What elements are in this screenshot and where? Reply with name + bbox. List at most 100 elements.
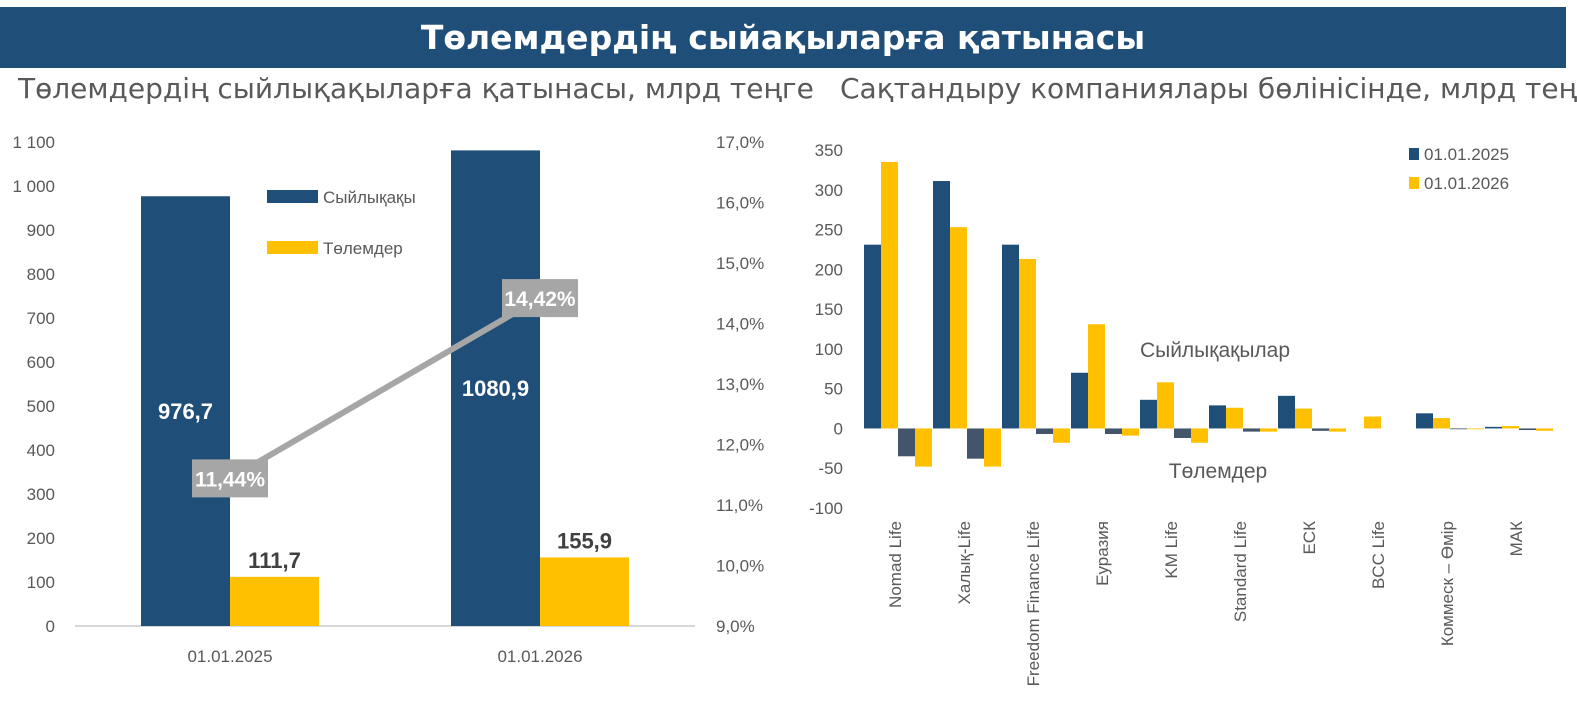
payment-2025-bar bbox=[1174, 428, 1191, 438]
y-tick-label: -50 bbox=[818, 459, 843, 478]
payment-2025-bar bbox=[1519, 428, 1536, 431]
y2-tick-label: 15,0% bbox=[716, 254, 764, 273]
y-tick-label: 400 bbox=[27, 441, 55, 460]
premium-2025-bar bbox=[1071, 372, 1088, 429]
premium-2026-bar bbox=[950, 227, 967, 429]
payment-2026-bar bbox=[1260, 428, 1277, 432]
payment-2025-bar bbox=[1243, 428, 1260, 432]
y2-tick-label: 9,0% bbox=[716, 617, 755, 636]
ratio-line bbox=[228, 295, 542, 481]
ratio-label-box bbox=[502, 279, 578, 318]
y2-tick-label: 10,0% bbox=[716, 557, 764, 576]
x-tick-label: BCC Life bbox=[1369, 521, 1388, 589]
payment-2026-bar bbox=[984, 428, 1001, 467]
legend-label: 01.01.2026 bbox=[1424, 174, 1509, 193]
payment-data-label: 155,9 bbox=[557, 528, 612, 553]
premium-2026-bar bbox=[1157, 382, 1174, 429]
payments-annotation: Төлемдер bbox=[1169, 460, 1268, 483]
x-tick-label: 01.01.2025 bbox=[187, 647, 272, 666]
x-tick-label: МАК bbox=[1507, 521, 1526, 557]
payment-2025-bar bbox=[967, 428, 984, 459]
payment-2025-bar bbox=[1036, 428, 1053, 435]
payment-bar bbox=[540, 557, 629, 626]
premium-2025-bar bbox=[1416, 413, 1433, 429]
x-tick-label: Freedom Finance Life bbox=[1024, 521, 1043, 686]
y2-tick-label: 13,0% bbox=[716, 375, 764, 394]
y2-tick-label: 14,0% bbox=[716, 315, 764, 334]
legend-swatch bbox=[1409, 148, 1419, 160]
premium-2025-bar bbox=[864, 244, 881, 429]
premium-data-label: 976,7 bbox=[158, 399, 213, 424]
payment-2025-bar bbox=[1450, 428, 1467, 430]
payment-2025-bar bbox=[898, 428, 915, 457]
y-tick-label: 350 bbox=[815, 141, 843, 160]
y-tick-label: 1 100 bbox=[12, 133, 55, 152]
y-tick-label: 100 bbox=[815, 340, 843, 359]
premiums-annotation: Сыйлықақылар bbox=[1140, 339, 1290, 362]
banner-title: Төлемдердің сыйақыларға қатынасы bbox=[420, 18, 1146, 57]
payment-data-label: 111,7 bbox=[248, 548, 301, 573]
banner: Төлемдердің сыйақыларға қатынасы bbox=[0, 7, 1566, 68]
x-tick-label: 01.01.2026 bbox=[497, 647, 582, 666]
payment-2026-bar bbox=[1536, 428, 1553, 431]
x-tick-label: Коммеск – Өмір bbox=[1438, 521, 1457, 646]
premium-2025-bar bbox=[933, 181, 950, 429]
y-tick-label: -100 bbox=[809, 499, 843, 518]
y-tick-label: 600 bbox=[27, 353, 55, 372]
payment-2026-bar bbox=[1122, 428, 1139, 436]
payment-2026-bar bbox=[1329, 428, 1346, 432]
y-tick-label: 500 bbox=[27, 397, 55, 416]
premium-2026-bar bbox=[1019, 258, 1036, 429]
y-tick-label: 200 bbox=[815, 260, 843, 279]
premium-2025-bar bbox=[1278, 395, 1295, 429]
payment-2026-bar bbox=[915, 428, 932, 467]
premium-2026-bar bbox=[1295, 408, 1312, 429]
premium-2025-bar bbox=[1002, 244, 1019, 429]
premium-data-label: 1080,9 bbox=[462, 376, 529, 401]
premium-bar bbox=[141, 196, 230, 626]
legend-label: Сыйлықақы bbox=[323, 188, 416, 207]
ratio-data-label: 14,42% bbox=[504, 288, 576, 311]
legend-swatch bbox=[1409, 177, 1419, 189]
y-tick-label: 0 bbox=[46, 617, 55, 636]
y-tick-label: 0 bbox=[834, 419, 843, 438]
payment-bar bbox=[230, 576, 319, 626]
premium-2026-bar bbox=[1088, 324, 1105, 429]
y-tick-label: 200 bbox=[27, 529, 55, 548]
y2-tick-label: 16,0% bbox=[716, 194, 764, 213]
ratio-data-label: 11,44% bbox=[195, 468, 265, 491]
payment-2025-bar bbox=[1105, 428, 1122, 435]
ratio-label-box bbox=[192, 459, 268, 498]
x-tick-label: ЕСК bbox=[1300, 521, 1319, 555]
y-tick-label: 900 bbox=[27, 221, 55, 240]
legend-label: 01.01.2025 bbox=[1424, 145, 1509, 164]
y-tick-label: 300 bbox=[27, 485, 55, 504]
x-tick-label: Standard Life bbox=[1231, 521, 1250, 622]
premium-2025-bar bbox=[1209, 405, 1226, 429]
legend-swatch bbox=[267, 241, 318, 254]
y2-tick-label: 12,0% bbox=[716, 436, 764, 455]
y2-tick-label: 17,0% bbox=[716, 133, 764, 152]
payment-2026-bar bbox=[1191, 428, 1208, 443]
premium-2026-bar bbox=[1502, 426, 1519, 429]
y-tick-label: 800 bbox=[27, 265, 55, 284]
y-tick-label: 250 bbox=[815, 221, 843, 240]
payment-2025-bar bbox=[1312, 428, 1329, 431]
y-tick-label: 100 bbox=[27, 573, 55, 592]
right-chart-title: Сақтандыру компаниялары бөлінісінде, млр… bbox=[840, 72, 1577, 105]
x-tick-label: Халық-Life bbox=[955, 521, 974, 604]
premium-2026-bar bbox=[1364, 416, 1381, 429]
y-tick-label: 150 bbox=[815, 300, 843, 319]
premium-2026-bar bbox=[1226, 407, 1243, 429]
y-tick-label: 1 000 bbox=[12, 177, 55, 196]
legend-swatch bbox=[267, 190, 318, 203]
left-chart-title: Төлемдердің сыйлықақыларға қатынасы, млр… bbox=[18, 72, 814, 105]
premium-2025-bar bbox=[1140, 399, 1157, 429]
y-tick-label: 700 bbox=[27, 309, 55, 328]
payment-2026-bar bbox=[1467, 428, 1484, 430]
premium-2025-bar bbox=[1485, 426, 1502, 429]
x-tick-label: Еуразия bbox=[1093, 521, 1112, 586]
premium-2026-bar bbox=[881, 161, 898, 429]
y-tick-label: 300 bbox=[815, 181, 843, 200]
premium-bar bbox=[451, 150, 540, 627]
